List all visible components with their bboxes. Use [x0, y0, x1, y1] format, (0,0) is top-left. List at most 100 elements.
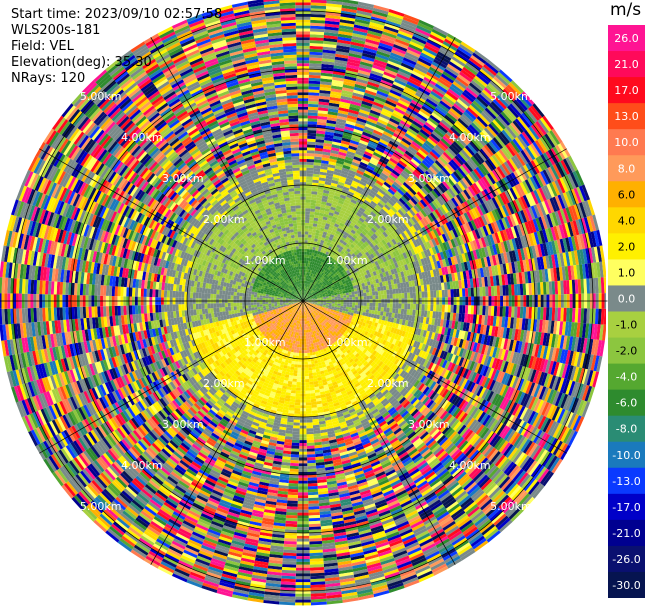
gate-cell [342, 0, 359, 5]
gate-cell [343, 304, 347, 307]
gate-cell [308, 86, 320, 90]
gate-cell [333, 213, 339, 218]
gate-cell [320, 204, 327, 208]
gate-cell [372, 295, 376, 300]
gate-cell [363, 95, 375, 102]
gate-cell [307, 129, 317, 134]
gate-cell [329, 155, 338, 161]
gate-cell [392, 81, 406, 89]
gate-cell [336, 115, 347, 121]
gate-cell [357, 72, 370, 79]
gate-cell [320, 75, 333, 80]
gate-cell [346, 150, 356, 157]
gate-cell [310, 205, 316, 209]
gate-cell [343, 78, 356, 84]
gate-cell [414, 65, 428, 75]
gate-cell [312, 277, 316, 281]
gate-cell [360, 103, 372, 110]
gate-cell [324, 225, 330, 230]
gate-cell [320, 72, 333, 77]
gate-cell [395, 75, 408, 84]
gate-cell [382, 28, 398, 36]
gate-cell [313, 165, 321, 169]
gate-cell [340, 297, 344, 301]
gate-cell [438, 304, 443, 312]
gate-cell [409, 292, 414, 299]
gate-cell [373, 59, 388, 66]
gate-cell [307, 115, 318, 119]
gate-cell [327, 239, 332, 244]
gate-cell [337, 199, 345, 205]
gate-cell [361, 175, 370, 182]
gate-cell [519, 306, 524, 319]
gate-cell [307, 284, 309, 288]
gate-cell [366, 117, 378, 125]
gate-cell [357, 69, 371, 76]
gate-cell [316, 269, 320, 273]
gate-cell [401, 59, 416, 69]
gate-cell [328, 212, 334, 217]
gate-cell [365, 35, 381, 43]
gate-cell [511, 284, 515, 296]
gate-cell [344, 212, 351, 217]
gate-cell [344, 72, 358, 79]
gate-cell [309, 263, 312, 268]
gate-cell [385, 20, 401, 28]
gate-cell [395, 104, 407, 113]
gate-cell [337, 296, 341, 299]
gate-cell [322, 195, 329, 200]
gate-cell [320, 224, 326, 229]
gate-cell [353, 24, 369, 31]
gate-cell [309, 249, 313, 253]
gate-cell [342, 87, 354, 93]
gate-cell [399, 24, 416, 34]
gate-cell [309, 57, 323, 62]
gate-cell [435, 304, 440, 312]
gate-cell [356, 75, 369, 82]
gate-cell [378, 302, 382, 308]
gate-cell [330, 240, 335, 245]
gate-cell [337, 36, 352, 42]
gate-cell [337, 225, 344, 230]
gate-cell [397, 70, 411, 79]
gate-cell [326, 232, 331, 237]
gate-cell [310, 208, 316, 212]
gate-cell [305, 193, 312, 197]
gate-cell [325, 251, 330, 256]
gate-cell [316, 224, 322, 228]
gate-cell [348, 145, 358, 151]
gate-cell [310, 202, 316, 207]
gate-cell [378, 116, 390, 124]
gate-cell [304, 248, 308, 252]
gate-cell [499, 285, 504, 296]
gate-cell [326, 0, 343, 5]
gate-cell [364, 150, 373, 158]
gate-cell [341, 89, 354, 96]
gate-cell [398, 67, 412, 76]
gate-cell [401, 303, 405, 309]
gate-cell [522, 306, 527, 319]
gate-cell [317, 238, 322, 243]
gate-cell [417, 22, 433, 32]
gate-cell [331, 82, 344, 88]
gate-cell [304, 292, 306, 296]
gate-cell [309, 48, 323, 53]
gate-cell [340, 95, 352, 101]
gate-cell [376, 143, 387, 151]
gate-cell [310, 237, 315, 242]
gate-cell [363, 44, 378, 51]
gate-cell [353, 27, 368, 34]
gate-cell [340, 173, 348, 178]
gate-cell [324, 181, 332, 186]
gate-cell [316, 253, 320, 258]
gate-cell [351, 307, 355, 311]
gate-cell [312, 176, 320, 181]
gate-cell [382, 130, 393, 138]
gate-cell [388, 57, 402, 66]
gate-cell [335, 230, 341, 235]
gate-cell [519, 283, 524, 296]
gate-cell [362, 289, 367, 294]
gate-cell [322, 49, 336, 54]
gate-cell [310, 196, 317, 201]
gate-cell [319, 171, 327, 176]
